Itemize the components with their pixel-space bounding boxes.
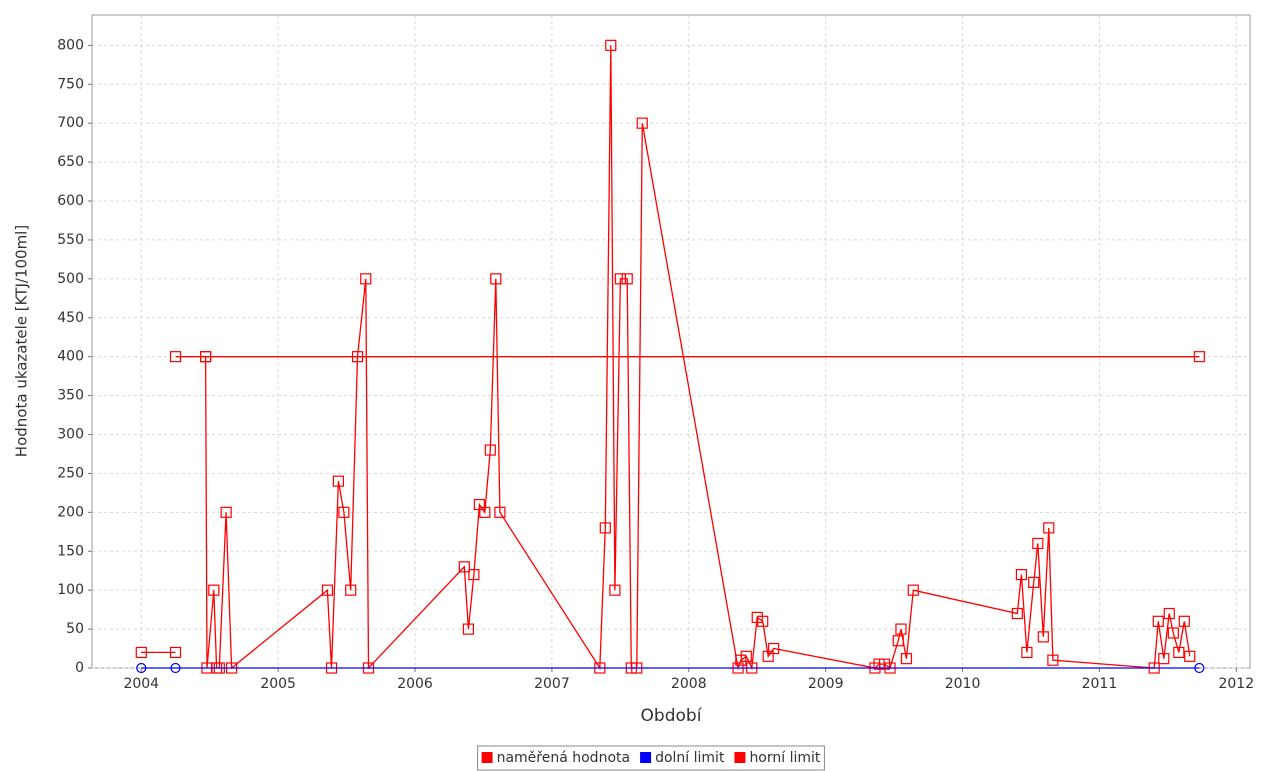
x-tick-label: 2009 xyxy=(808,676,844,692)
point-marker xyxy=(169,351,182,363)
point-marker xyxy=(484,444,496,456)
point-marker xyxy=(479,506,491,518)
point-marker xyxy=(900,653,913,665)
point-marker xyxy=(1011,607,1023,620)
point-marker xyxy=(895,623,907,635)
x-tick-label: 2010 xyxy=(945,676,981,692)
point-marker xyxy=(1184,650,1196,662)
point-marker xyxy=(169,646,182,659)
point-marker xyxy=(332,475,344,487)
point-marker xyxy=(458,561,470,573)
y-tick-label: 200 xyxy=(57,504,84,520)
point-marker xyxy=(892,635,904,647)
x-tick-label: 2008 xyxy=(671,676,707,692)
y-tick-label: 0 xyxy=(75,660,84,676)
y-tick-label: 700 xyxy=(57,115,84,131)
point-marker xyxy=(1021,646,1033,659)
point-marker xyxy=(360,273,372,285)
x-tick-label: 2011 xyxy=(1082,676,1118,692)
point-marker xyxy=(1152,615,1164,627)
legend-label: naměřená hodnota xyxy=(497,750,631,766)
point-marker xyxy=(1178,615,1190,627)
legend-swatch xyxy=(481,752,493,763)
x-tick-label: 2007 xyxy=(534,676,570,692)
point-marker xyxy=(1028,576,1040,588)
plot xyxy=(135,39,1205,674)
point-marker xyxy=(220,506,232,518)
point-marker xyxy=(208,584,220,596)
point-marker xyxy=(338,506,350,518)
point-marker xyxy=(1163,607,1175,620)
legend: naměřená hodnota dolní limit horní limit xyxy=(477,745,825,771)
y-tick-label: 650 xyxy=(57,154,84,170)
x-tick-label: 2006 xyxy=(397,676,433,692)
legend-label: dolní limit xyxy=(655,750,725,766)
point-marker xyxy=(1173,646,1185,659)
y-tick-label: 100 xyxy=(57,582,84,598)
point-marker xyxy=(494,506,506,518)
point-marker xyxy=(321,584,334,596)
y-tick-label: 350 xyxy=(57,388,84,404)
point-marker xyxy=(136,662,147,674)
y-axis-label: Hodnota ukazatele [KTJ/100ml] xyxy=(13,225,31,457)
y-tick-label: 250 xyxy=(57,465,84,481)
series-line xyxy=(141,45,1191,671)
point-marker xyxy=(490,273,502,285)
x-axis-label: Období xyxy=(641,706,703,726)
point-marker xyxy=(605,39,617,51)
point-marker xyxy=(636,117,648,129)
point-marker xyxy=(1037,631,1049,643)
point-marker xyxy=(462,623,475,635)
plot-area xyxy=(91,14,1251,669)
axes: 0 50 100 150 200 250 300 350 400 450 500 550 600 650 7… xyxy=(57,37,1254,692)
y-tick-label: 300 xyxy=(57,427,84,443)
legend-label: horní limit xyxy=(749,750,820,766)
point-marker xyxy=(1043,522,1055,534)
y-tick-label: 800 xyxy=(57,37,84,53)
y-tick-label: 150 xyxy=(57,543,84,559)
y-tick-label: 550 xyxy=(57,232,84,248)
point-marker xyxy=(740,650,752,662)
point-marker xyxy=(170,662,181,674)
point-marker xyxy=(757,615,769,627)
point-marker xyxy=(907,584,919,596)
point-marker xyxy=(1015,569,1028,581)
point-marker xyxy=(1167,627,1179,639)
point-marker xyxy=(135,646,147,659)
point-marker xyxy=(768,642,780,655)
y-tick-label: 50 xyxy=(66,621,84,637)
point-marker xyxy=(1047,654,1059,666)
x-tick-label: 2005 xyxy=(260,676,296,692)
point-marker xyxy=(1158,653,1170,665)
legend-swatch xyxy=(734,752,746,763)
y-tick-label: 500 xyxy=(57,271,84,287)
point-marker xyxy=(1032,537,1044,550)
point-marker xyxy=(345,584,357,596)
legend-swatch xyxy=(640,752,652,763)
point-marker xyxy=(621,273,633,285)
point-marker xyxy=(1194,662,1205,674)
y-tick-label: 450 xyxy=(57,310,84,326)
point-marker xyxy=(599,522,611,534)
y-tick-label: 400 xyxy=(57,349,84,365)
x-tick-label: 2012 xyxy=(1218,676,1254,692)
y-tick-label: 600 xyxy=(57,193,84,209)
point-marker xyxy=(468,569,480,581)
y-tick-label: 750 xyxy=(57,76,84,92)
point-marker xyxy=(200,351,212,363)
x-tick-label: 2004 xyxy=(123,676,159,692)
point-marker xyxy=(609,584,621,596)
point-marker xyxy=(614,273,626,285)
point-marker xyxy=(1193,351,1205,363)
